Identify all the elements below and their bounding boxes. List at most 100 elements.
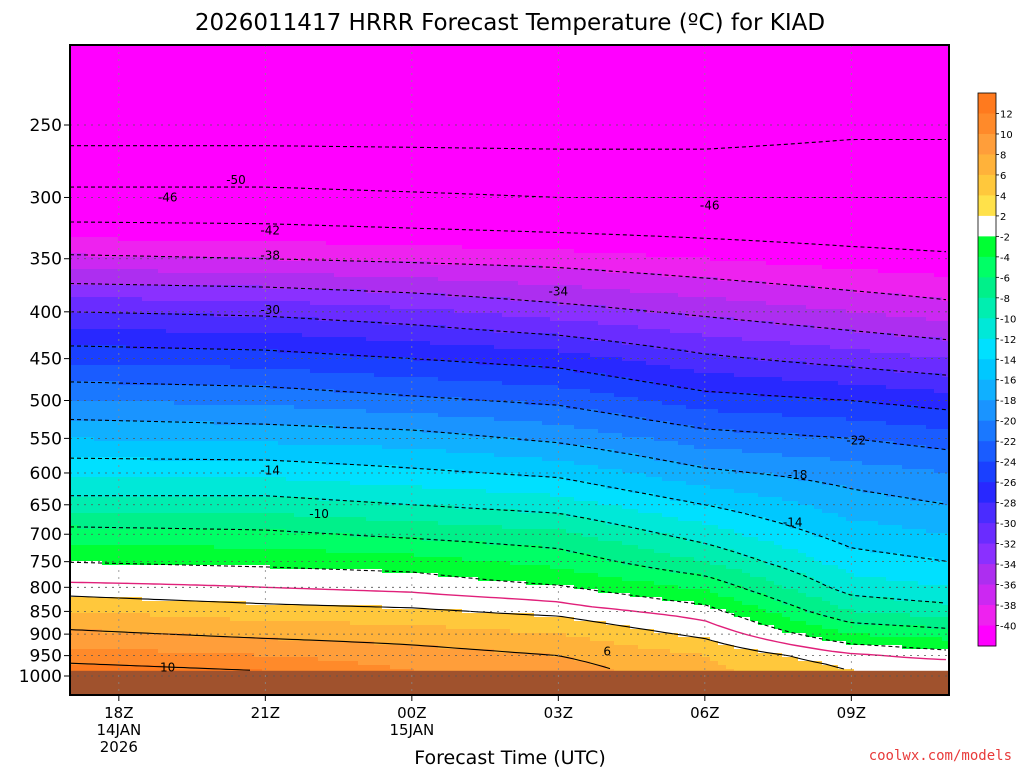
field-cell [174,497,183,514]
field-cell [526,513,535,530]
field-cell [86,437,95,458]
field-cell [718,449,727,470]
field-cell [214,461,223,478]
colorbar-label: -34 [1000,560,1016,571]
field-cell [582,353,591,374]
field-cell [118,633,127,650]
field-cell [734,533,743,554]
colorbar-label: -22 [1000,437,1016,448]
field-cell [182,301,191,314]
field-cell [846,593,855,610]
field-cell [198,405,207,422]
field-cell [574,373,583,390]
field-cell [838,365,847,386]
field-cell [758,397,767,414]
field-cell [918,601,927,618]
field-cell [374,445,383,466]
field-cell [878,405,887,422]
field-cell [470,577,479,614]
field-cell [438,433,447,450]
field-cell [750,261,759,282]
field-cell [406,277,415,294]
field-cell [702,469,711,486]
field-cell [566,337,575,354]
field-cell [158,653,167,666]
field-cell [662,45,671,258]
field-cell [710,429,719,450]
field-cell [582,481,591,502]
field-cell [846,269,855,290]
contour-10 [70,662,251,671]
field-cell [478,525,487,542]
field-cell [254,317,263,334]
field-cell [790,265,799,286]
field-cell [302,533,311,550]
field-cell [646,273,655,294]
field-cell [494,473,503,494]
field-cell [606,625,615,642]
field-cell [870,353,879,370]
field-cell [70,497,79,514]
field-cell [670,349,679,370]
field-cell [694,45,703,258]
field-cell [630,545,639,566]
field-cell [742,393,751,414]
field-cell [470,437,479,454]
colorbar-label: -40 [1000,622,1016,633]
field-cell [358,625,367,642]
field-cell [846,329,855,350]
field-cell [102,613,111,634]
field-cell [78,597,87,614]
field-cell [694,317,703,334]
field-cell [502,265,511,282]
field-cell [214,317,223,334]
field-cell [206,365,215,386]
field-cell [590,485,599,502]
field-cell [382,305,391,326]
field-cell [686,389,695,410]
field-cell [758,261,767,282]
field-cell [134,545,143,566]
field-cell [390,245,399,262]
field-cell [182,349,191,366]
field-cell [422,325,431,342]
field-cell [790,589,799,606]
field-cell [174,257,183,274]
field-cell [406,377,415,398]
field-cell [142,441,151,458]
field-cell [710,261,719,278]
field-cell [782,341,791,362]
field-cell [214,333,223,350]
field-cell [302,241,311,262]
field-cell [390,377,399,394]
field-cell [342,429,351,446]
field-cell [694,573,703,590]
field-cell [230,497,239,514]
field-cell [582,429,591,446]
field-cell [294,261,303,274]
field-cell [110,45,119,238]
field-cell [422,609,431,626]
field-cell [654,385,663,402]
field-cell [894,337,903,354]
field-cell [102,365,111,382]
field-cell [766,321,775,342]
field-cell [902,337,911,354]
field-cell [134,45,143,242]
field-cell [502,385,511,402]
field-cell [838,485,847,518]
field-cell [214,601,223,618]
field-cell [606,489,615,506]
field-cell [846,489,855,522]
field-cell [278,425,287,446]
field-cell [894,581,903,602]
field-cell [198,365,207,386]
field-cell [198,349,207,366]
field-cell [910,625,919,638]
field-cell [126,401,135,422]
field-cell [734,449,743,474]
field-cell [454,473,463,490]
field-cell [734,45,743,262]
field-cell [734,357,743,378]
field-cell [854,625,863,634]
